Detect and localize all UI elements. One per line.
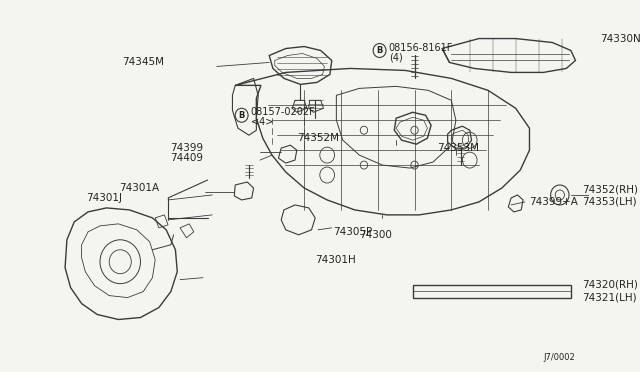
Text: 74301A: 74301A: [119, 183, 159, 193]
Text: 74352M: 74352M: [297, 133, 339, 143]
Text: 08156-8161F: 08156-8161F: [388, 42, 453, 52]
Text: J7/0002: J7/0002: [544, 353, 575, 362]
Text: 74345M: 74345M: [122, 57, 164, 67]
Text: 74321(LH): 74321(LH): [582, 293, 637, 302]
Text: <4>: <4>: [251, 117, 273, 127]
Text: 74352(RH): 74352(RH): [582, 185, 638, 195]
Text: 74330N: 74330N: [600, 33, 640, 44]
Text: 74399+A: 74399+A: [529, 197, 579, 207]
Text: 74301J: 74301J: [86, 193, 122, 203]
Text: 74301H: 74301H: [316, 255, 356, 265]
Text: (4): (4): [388, 52, 403, 62]
Text: 74300: 74300: [359, 230, 392, 240]
Text: 74409: 74409: [170, 153, 203, 163]
Text: 74399: 74399: [170, 143, 203, 153]
Text: 74305P: 74305P: [333, 227, 373, 237]
Text: 74353M: 74353M: [438, 143, 479, 153]
Text: 08157-0202F: 08157-0202F: [251, 107, 316, 117]
Text: 74320(RH): 74320(RH): [582, 280, 638, 290]
Text: 74353(LH): 74353(LH): [582, 197, 637, 207]
Text: B: B: [376, 46, 383, 55]
Text: B: B: [239, 111, 245, 120]
